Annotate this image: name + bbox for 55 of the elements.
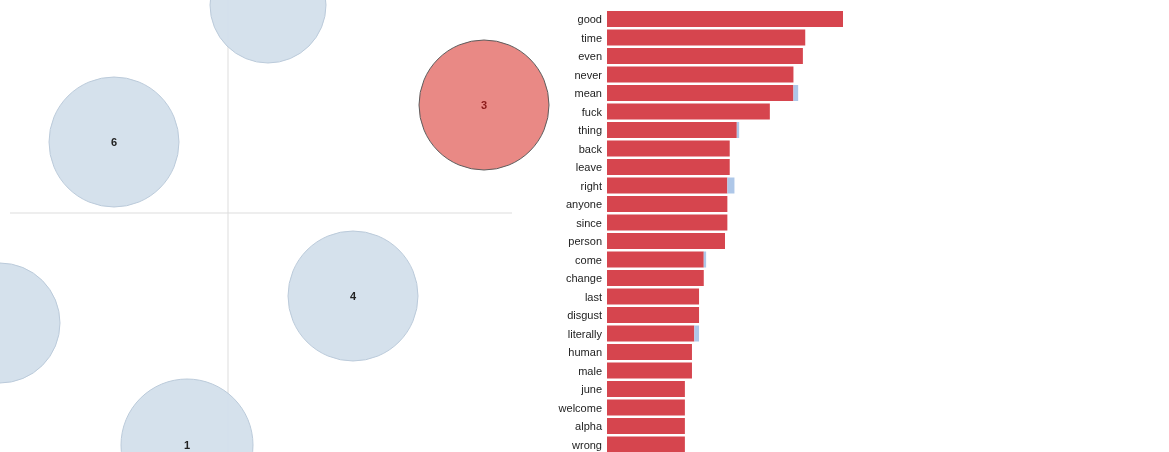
text: 4	[349, 290, 357, 302]
y-tick-label: since	[576, 216, 602, 229]
bar	[607, 103, 770, 120]
bar	[607, 233, 725, 249]
y-tick-label: fuck	[581, 105, 603, 118]
bar	[607, 66, 794, 83]
y-tick-label: good	[577, 13, 602, 26]
bar	[607, 288, 700, 305]
bar	[607, 381, 685, 397]
bar	[607, 399, 685, 416]
y-tick-label: disgust	[567, 309, 602, 322]
bar	[607, 11, 843, 27]
bar	[607, 307, 700, 323]
y-tick-label: leave	[575, 161, 602, 174]
bar	[607, 85, 794, 101]
y-tick-label: come	[575, 253, 602, 266]
y-tick-label: time	[581, 31, 602, 44]
bar	[607, 344, 692, 360]
y-tick-label: wrong	[571, 438, 602, 451]
bar	[727, 177, 735, 194]
text: 1	[183, 439, 191, 451]
bar	[607, 418, 685, 434]
y-tick-label: male	[578, 364, 602, 377]
bar	[607, 48, 803, 64]
bar	[607, 29, 806, 46]
y-tick-label: mean	[574, 87, 602, 100]
y-tick-label: even	[578, 50, 602, 63]
bar	[607, 362, 692, 379]
y-tick-label: last	[584, 290, 602, 303]
bar	[607, 159, 730, 175]
y-tick-label: person	[568, 235, 602, 248]
y-tick-label: anyone	[565, 198, 602, 211]
y-tick-label: back	[578, 142, 603, 155]
bar	[607, 122, 737, 138]
bar	[793, 85, 799, 101]
text: 3	[480, 99, 488, 111]
bar	[607, 251, 704, 268]
bar	[607, 436, 685, 452]
bar	[607, 214, 728, 231]
bar	[694, 325, 700, 342]
y-tick-label: human	[568, 346, 602, 359]
bar	[607, 196, 728, 212]
y-tick-label: literally	[567, 327, 603, 340]
text: 6	[110, 136, 118, 148]
bar	[607, 325, 695, 342]
bar	[607, 177, 728, 194]
bar	[607, 270, 704, 286]
y-tick-label: welcome	[557, 401, 602, 414]
y-tick-label: alpha	[575, 420, 603, 433]
y-tick-label: june	[580, 383, 602, 396]
y-tick-label: change	[565, 272, 602, 285]
bar	[607, 140, 730, 157]
y-tick-label: thing	[578, 124, 602, 137]
y-tick-label: never	[574, 68, 603, 81]
y-tick-label: right	[580, 179, 602, 192]
